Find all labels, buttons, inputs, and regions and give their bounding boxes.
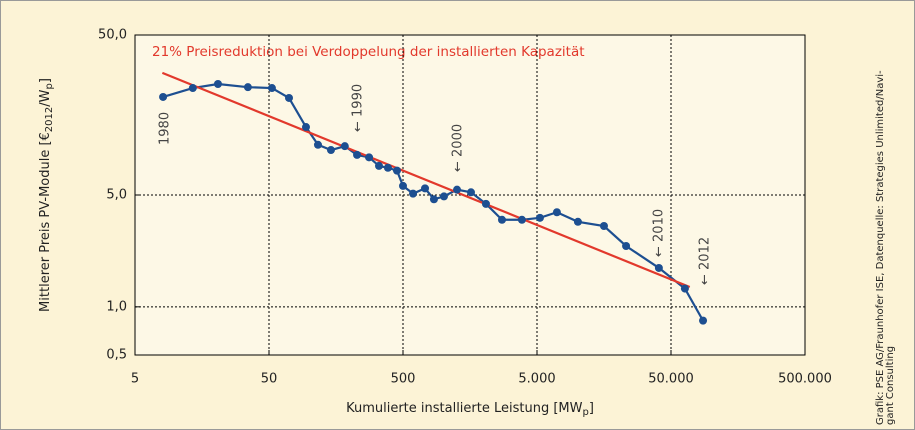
data-point bbox=[622, 242, 631, 251]
data-point bbox=[409, 189, 418, 198]
source-line: Grafik: PSE AG/Fraunhofer ISE, Datenquel… bbox=[875, 70, 886, 425]
data-point bbox=[188, 84, 197, 93]
y-axis-label-part: Mittlerer Preis PV-Module [€ bbox=[38, 132, 53, 312]
x-axis-label-part: ] bbox=[589, 401, 594, 416]
x-tick-label: 500.000 bbox=[778, 372, 832, 387]
y-tick-label: 5,0 bbox=[106, 188, 127, 203]
y-tick-label: 50,0 bbox=[98, 28, 127, 43]
x-tick-label: 50.000 bbox=[648, 372, 694, 387]
data-point bbox=[497, 215, 506, 224]
data-point bbox=[313, 140, 322, 149]
y-axis-label-part: p bbox=[44, 83, 55, 89]
data-point bbox=[573, 217, 582, 226]
year-label: ← 2012 bbox=[698, 237, 713, 285]
data-point bbox=[552, 208, 561, 217]
data-point bbox=[392, 166, 401, 175]
data-point bbox=[481, 199, 490, 208]
data-point bbox=[383, 163, 392, 172]
data-point bbox=[399, 181, 407, 190]
source-line: gant Consulting bbox=[885, 346, 896, 425]
data-point bbox=[466, 188, 475, 197]
data-point bbox=[284, 93, 293, 102]
data-point bbox=[159, 92, 168, 101]
data-point bbox=[535, 213, 544, 222]
data-point bbox=[453, 185, 462, 194]
data-point bbox=[439, 192, 448, 201]
data-point bbox=[599, 222, 608, 231]
data-point bbox=[365, 153, 374, 162]
data-point bbox=[340, 142, 349, 151]
data-point bbox=[517, 215, 526, 224]
data-point bbox=[654, 263, 663, 272]
x-axis-label-part: Kumulierte installierte Leistung [MW bbox=[346, 401, 583, 416]
y-tick-label: 1,0 bbox=[106, 299, 127, 314]
data-point bbox=[699, 316, 708, 325]
y-tick-label: 0,5 bbox=[106, 348, 127, 363]
y-axis-label-part: ] bbox=[38, 78, 53, 83]
year-label: ← 1990 bbox=[351, 84, 366, 132]
x-axis-label-part: p bbox=[582, 407, 588, 418]
data-point bbox=[429, 195, 438, 204]
year-label: 1980 bbox=[158, 112, 173, 145]
x-tick-label: 500 bbox=[391, 372, 416, 387]
x-tick-label: 50 bbox=[261, 372, 278, 387]
data-point bbox=[267, 84, 276, 93]
data-point bbox=[243, 83, 252, 92]
data-point bbox=[680, 284, 689, 293]
trend-line bbox=[161, 71, 691, 289]
year-label: ← 2010 bbox=[652, 209, 667, 257]
data-point bbox=[301, 123, 310, 132]
annotation: 21% Preisreduktion bei Verdoppelung der … bbox=[152, 44, 585, 60]
y-axis-label-part: 2012 bbox=[44, 107, 55, 132]
x-tick-label: 5 bbox=[131, 372, 139, 387]
data-point bbox=[326, 146, 335, 155]
year-label: ← 2000 bbox=[451, 124, 466, 172]
data-point bbox=[374, 161, 383, 170]
y-axis-label-part: /W bbox=[38, 89, 53, 106]
x-tick-label: 5.000 bbox=[518, 372, 555, 387]
data-point bbox=[353, 150, 362, 159]
x-axis-label: Kumulierte installierte Leistung [MWp] bbox=[346, 401, 594, 419]
y-axis-label: Mittlerer Preis PV-Module [€2012/Wp] bbox=[38, 78, 56, 312]
data-point bbox=[213, 80, 222, 89]
data-point bbox=[421, 184, 430, 193]
plot-frame bbox=[134, 34, 806, 356]
